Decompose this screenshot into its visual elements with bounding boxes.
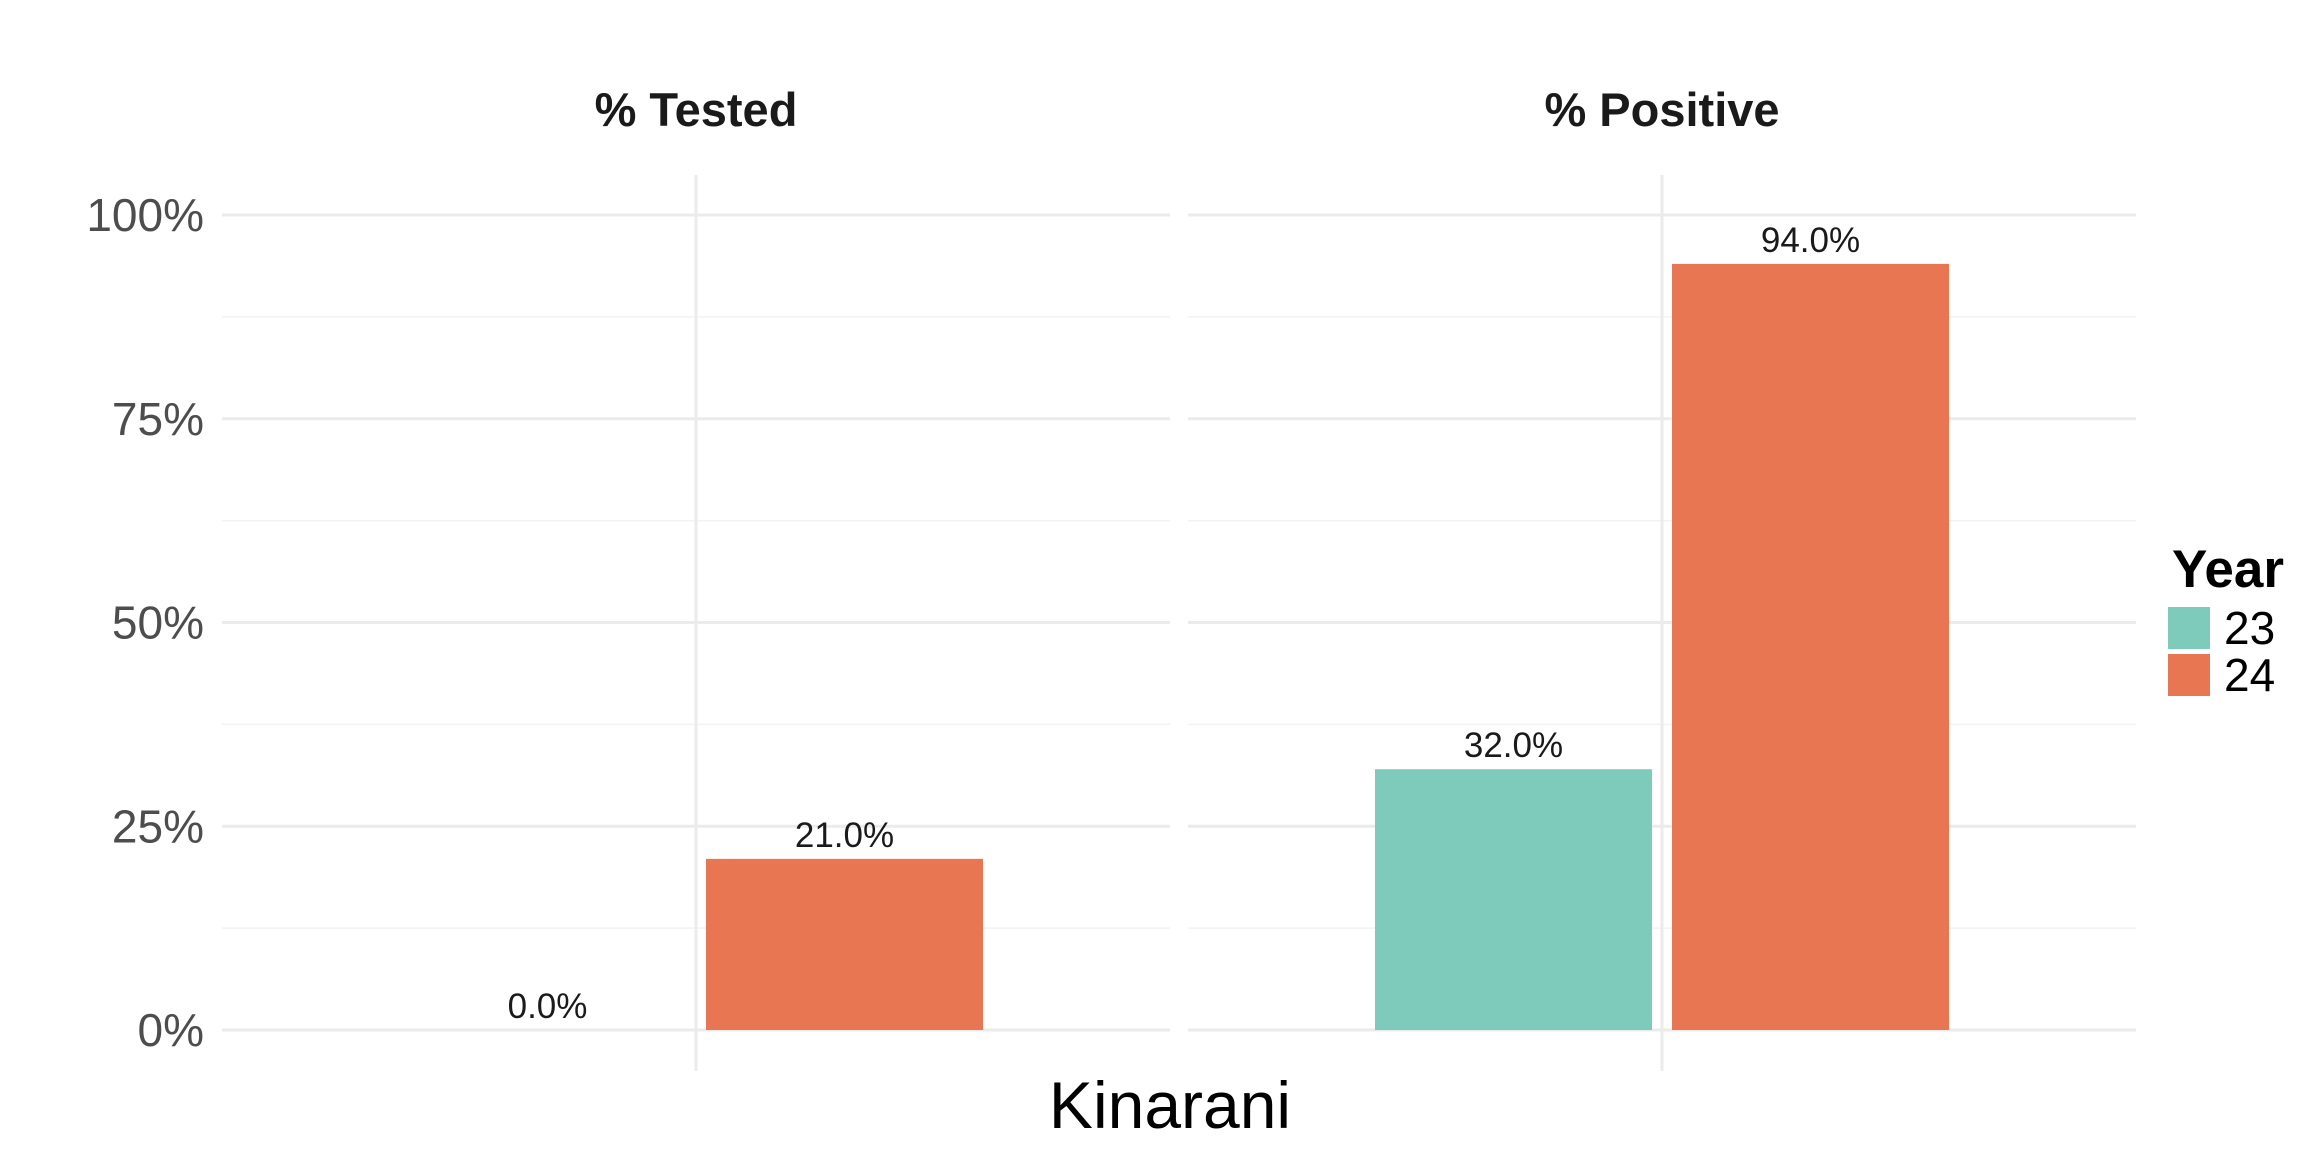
y-axis: 0% 25% 50% 75% 100% bbox=[86, 189, 204, 1056]
facet-title: % Tested bbox=[595, 83, 798, 136]
facet-panel: % Tested 0.0% 21.0% bbox=[222, 83, 1170, 1071]
facet-title: % Positive bbox=[1544, 83, 1779, 136]
bar bbox=[1375, 769, 1652, 1030]
legend-key bbox=[2168, 654, 2210, 696]
data-label: 94.0% bbox=[1761, 221, 1860, 260]
data-label: 0.0% bbox=[508, 987, 588, 1026]
legend-title: Year bbox=[2172, 540, 2284, 599]
legend-label: 23 bbox=[2224, 602, 2275, 654]
legend-key bbox=[2168, 607, 2210, 649]
y-tick-label: 100% bbox=[86, 189, 204, 241]
data-label: 32.0% bbox=[1464, 726, 1563, 765]
chart-panels: % Tested 0.0% 21.0% % Positive 32.0% 94.0% bbox=[222, 83, 2136, 1071]
x-axis-title: Kinarani bbox=[1049, 1068, 1291, 1142]
legend-label: 24 bbox=[2224, 649, 2275, 701]
y-tick-label: 0% bbox=[138, 1004, 204, 1056]
bar bbox=[706, 858, 983, 1030]
y-tick-label: 25% bbox=[112, 800, 204, 852]
data-label: 21.0% bbox=[795, 816, 894, 855]
facet-panel: % Positive 32.0% 94.0% bbox=[1188, 83, 2136, 1071]
bar bbox=[1672, 263, 1949, 1030]
y-tick-label: 50% bbox=[112, 597, 204, 649]
y-tick-label: 75% bbox=[112, 393, 204, 445]
